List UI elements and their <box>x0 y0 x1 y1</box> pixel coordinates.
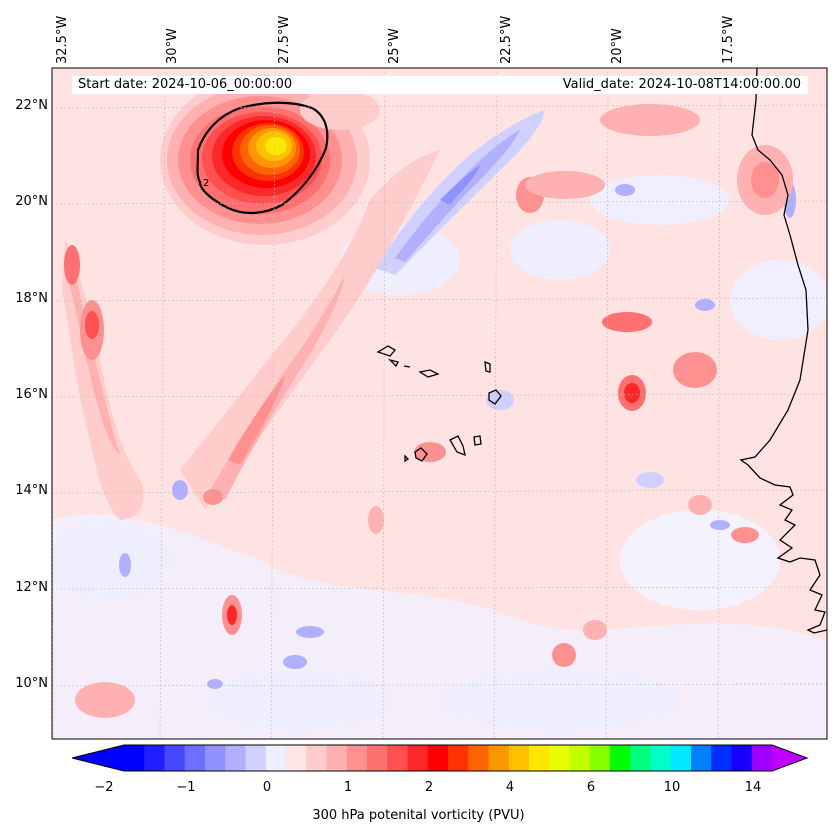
lon-label: 25°W <box>387 28 402 64</box>
colorbar-swatch <box>711 745 732 771</box>
lat-label: 20°N <box>15 194 48 209</box>
colorbar-over-arrow <box>772 745 807 771</box>
lat-label: 12°N <box>15 580 48 595</box>
lon-label: 27.5°W <box>277 15 292 64</box>
valid-date-label: Valid_date: 2024-10-08T14:00:00.00 <box>412 76 808 94</box>
colorbar-swatch <box>569 745 591 771</box>
colorbar-tick: 14 <box>744 780 762 795</box>
gridlines <box>52 68 827 739</box>
lon-label: 20°W <box>610 28 625 64</box>
colorbar-swatch <box>508 745 530 771</box>
colorbar-under-arrow <box>72 745 124 771</box>
colorbar-swatch <box>245 745 267 771</box>
colorbar-swatch <box>326 745 348 771</box>
lon-label: 17.5°W <box>721 15 736 64</box>
colorbar-tick: −1 <box>176 780 196 795</box>
colorbar-swatch <box>286 745 307 771</box>
colorbar-swatch <box>144 745 165 771</box>
colorbar <box>71 744 809 772</box>
colorbar-swatch <box>751 745 773 771</box>
pv-2-contour <box>196 101 329 215</box>
colorbar-swatch <box>205 745 226 771</box>
colorbar-swatch <box>610 745 631 771</box>
colorbar-swatch <box>367 745 388 771</box>
colorbar-swatch <box>346 745 368 771</box>
colorbar-swatch <box>387 745 408 771</box>
lon-label: 32.5°W <box>55 15 70 64</box>
contour-value-label: 2 <box>203 178 209 189</box>
colorbar-swatch <box>529 745 550 771</box>
colorbar-tick: 2 <box>424 780 434 795</box>
lat-label: 10°N <box>15 676 48 691</box>
colorbar-tick: 0 <box>262 780 272 795</box>
cape-verde-islands <box>376 345 502 463</box>
colorbar-swatch <box>306 745 327 771</box>
colorbar-swatch <box>731 745 753 771</box>
lon-label: 22.5°W <box>499 15 514 64</box>
colorbar-swatch <box>407 745 429 771</box>
colorbar-swatch <box>164 745 186 771</box>
colorbar-swatch <box>691 745 712 771</box>
colorbar-tick: 6 <box>586 780 596 795</box>
start-date-label: Start date: 2024-10-06_00:00:00 <box>72 76 418 94</box>
colorbar-swatch <box>468 745 489 771</box>
colorbar-swatch <box>265 745 287 771</box>
lat-label: 22°N <box>15 98 48 113</box>
colorbar-swatch <box>488 745 510 771</box>
colorbar-tick: 4 <box>505 780 515 795</box>
colorbar-swatch <box>650 745 672 771</box>
lat-label: 18°N <box>15 291 48 306</box>
colorbar-swatch <box>124 745 145 771</box>
colorbar-swatch <box>549 745 570 771</box>
colorbar-swatch <box>427 745 449 771</box>
map-frame <box>51 67 828 740</box>
colorbar-swatches <box>124 745 773 771</box>
colorbar-swatch <box>589 745 611 771</box>
lon-label: 30°W <box>165 28 180 64</box>
colorbar-tick: −2 <box>94 780 114 795</box>
colorbar-swatch <box>670 745 692 771</box>
colorbar-swatch <box>225 745 246 771</box>
africa-coastline <box>739 68 827 634</box>
colorbar-swatch <box>184 745 206 771</box>
lat-label: 16°N <box>15 387 48 402</box>
colorbar-label: 300 hPa potenital vorticity (PVU) <box>312 808 525 823</box>
lat-label: 14°N <box>15 483 48 498</box>
colorbar-tick: 10 <box>663 780 681 795</box>
colorbar-tick: 1 <box>343 780 353 795</box>
colorbar-swatch <box>448 745 469 771</box>
map-area: 2 <box>52 68 827 739</box>
colorbar-swatch <box>630 745 651 771</box>
